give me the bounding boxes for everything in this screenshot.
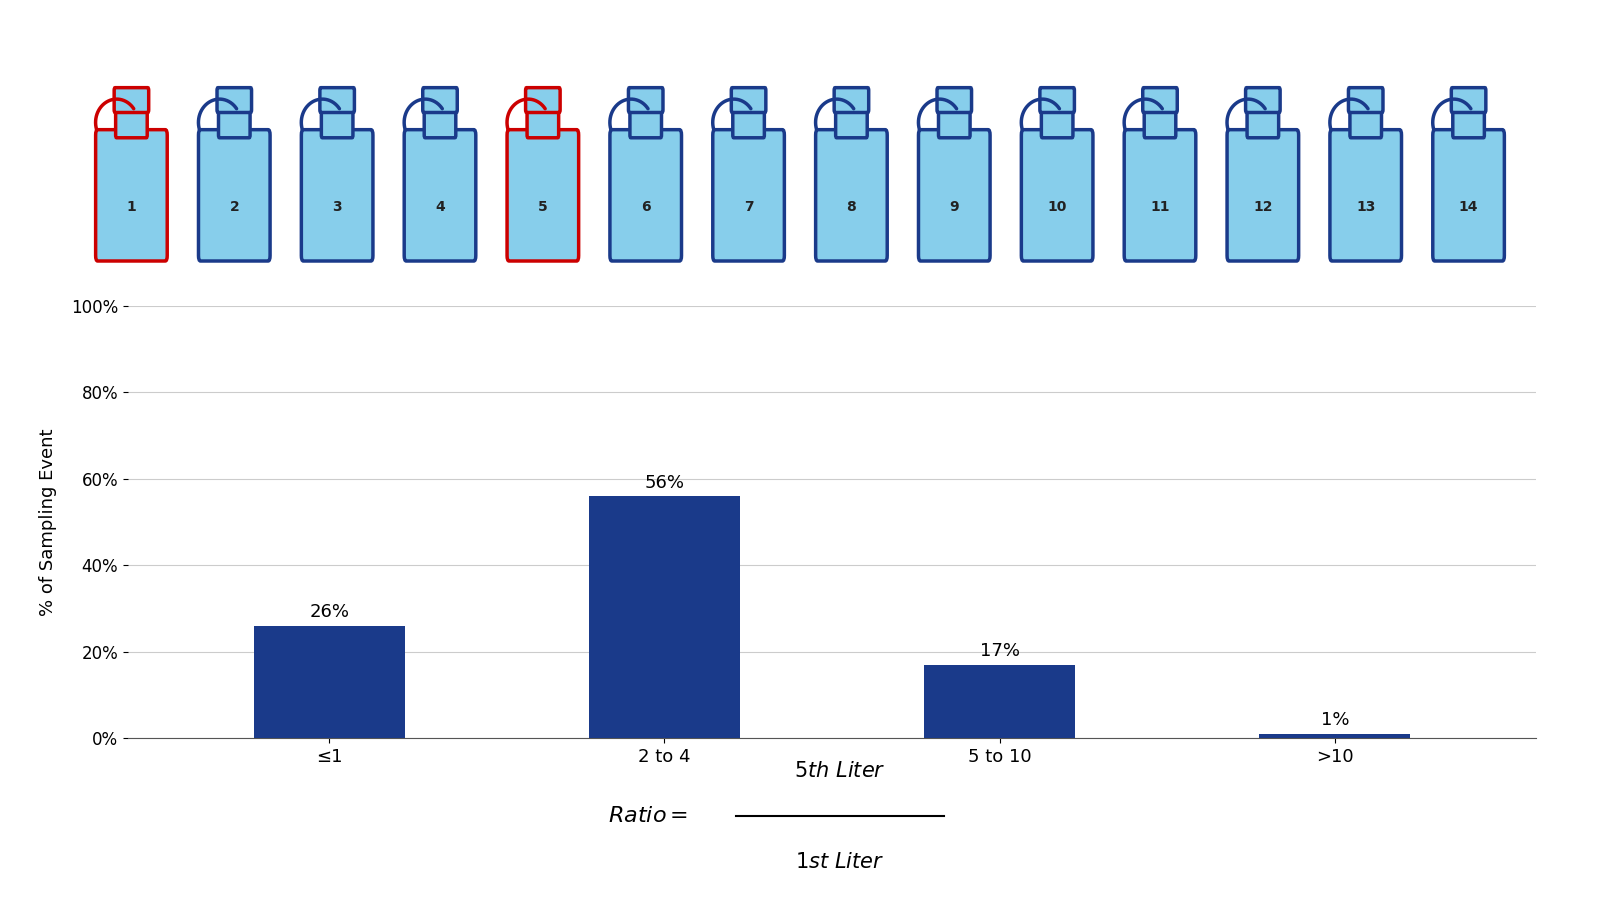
Text: 10: 10: [1048, 201, 1067, 214]
FancyBboxPatch shape: [96, 130, 168, 261]
Text: 56%: 56%: [645, 473, 685, 491]
FancyBboxPatch shape: [939, 107, 970, 138]
Text: 8: 8: [846, 201, 856, 214]
Text: 6: 6: [642, 201, 651, 214]
Bar: [254, 626, 405, 738]
Bar: [925, 664, 1075, 738]
FancyBboxPatch shape: [1349, 87, 1382, 112]
FancyBboxPatch shape: [525, 87, 560, 112]
Text: $\mathit{1st\ Liter}$: $\mathit{1st\ Liter}$: [795, 851, 885, 871]
FancyBboxPatch shape: [1125, 130, 1195, 261]
FancyBboxPatch shape: [733, 107, 765, 138]
Text: 1%: 1%: [1320, 711, 1349, 729]
FancyBboxPatch shape: [1453, 107, 1485, 138]
FancyBboxPatch shape: [835, 107, 867, 138]
FancyBboxPatch shape: [198, 130, 270, 261]
Text: 4: 4: [435, 201, 445, 214]
FancyBboxPatch shape: [1451, 87, 1486, 112]
FancyBboxPatch shape: [1142, 87, 1178, 112]
FancyBboxPatch shape: [712, 130, 784, 261]
Text: 1: 1: [126, 201, 136, 214]
FancyBboxPatch shape: [507, 130, 579, 261]
FancyBboxPatch shape: [731, 87, 766, 112]
FancyBboxPatch shape: [114, 87, 149, 112]
Text: 26%: 26%: [309, 603, 349, 621]
Text: 13: 13: [1357, 201, 1376, 214]
Bar: [1259, 734, 1410, 738]
FancyBboxPatch shape: [1227, 130, 1299, 261]
Text: 9: 9: [949, 201, 958, 214]
FancyBboxPatch shape: [320, 87, 355, 112]
FancyBboxPatch shape: [1330, 130, 1402, 261]
FancyBboxPatch shape: [405, 130, 475, 261]
FancyBboxPatch shape: [629, 87, 662, 112]
FancyBboxPatch shape: [1246, 107, 1278, 138]
FancyBboxPatch shape: [422, 87, 458, 112]
FancyBboxPatch shape: [1021, 130, 1093, 261]
Text: 14: 14: [1459, 201, 1478, 214]
FancyBboxPatch shape: [219, 107, 250, 138]
FancyBboxPatch shape: [1245, 87, 1280, 112]
FancyBboxPatch shape: [218, 87, 251, 112]
FancyBboxPatch shape: [1144, 107, 1176, 138]
Text: 2: 2: [229, 201, 238, 214]
Text: 3: 3: [333, 201, 342, 214]
FancyBboxPatch shape: [1040, 87, 1075, 112]
FancyBboxPatch shape: [630, 107, 661, 138]
Text: 5: 5: [538, 201, 547, 214]
Text: 11: 11: [1150, 201, 1170, 214]
FancyBboxPatch shape: [301, 130, 373, 261]
FancyBboxPatch shape: [526, 107, 558, 138]
FancyBboxPatch shape: [1432, 130, 1504, 261]
Y-axis label: % of Sampling Event: % of Sampling Event: [38, 428, 58, 616]
FancyBboxPatch shape: [816, 130, 888, 261]
Text: $\mathit{Ratio}=$: $\mathit{Ratio}=$: [608, 806, 688, 826]
FancyBboxPatch shape: [1042, 107, 1074, 138]
Text: 7: 7: [744, 201, 754, 214]
FancyBboxPatch shape: [610, 130, 682, 261]
FancyBboxPatch shape: [1350, 107, 1381, 138]
FancyBboxPatch shape: [424, 107, 456, 138]
Text: $\mathit{5th\ Liter}$: $\mathit{5th\ Liter}$: [794, 761, 886, 781]
FancyBboxPatch shape: [938, 87, 971, 112]
FancyBboxPatch shape: [322, 107, 354, 138]
Text: 12: 12: [1253, 201, 1272, 214]
FancyBboxPatch shape: [918, 130, 990, 261]
FancyBboxPatch shape: [115, 107, 147, 138]
Text: 17%: 17%: [979, 643, 1019, 661]
FancyBboxPatch shape: [834, 87, 869, 112]
Bar: [589, 496, 739, 738]
